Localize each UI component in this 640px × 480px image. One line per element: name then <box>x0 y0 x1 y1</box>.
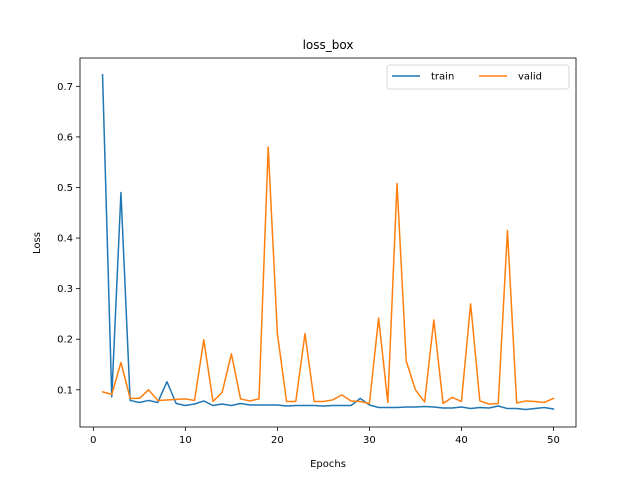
plot-area <box>101 73 555 411</box>
plot-frame <box>79 57 577 428</box>
series-line-train <box>101 73 555 411</box>
y-tick-label: 0.2 <box>57 335 73 346</box>
series-line-valid <box>101 146 555 405</box>
y-axis-label: Loss <box>32 232 43 254</box>
y-tick-label: 0.1 <box>57 385 73 396</box>
x-axis: 0 10 20 30 40 50 <box>90 427 560 446</box>
y-tick-label: 0.6 <box>57 132 73 143</box>
x-tick-label: 40 <box>455 435 468 446</box>
legend-label-valid: valid <box>518 72 542 83</box>
x-tick-label: 0 <box>90 435 96 446</box>
y-tick-label: 0.4 <box>57 234 73 245</box>
y-tick-label: 0.5 <box>57 183 73 194</box>
chart-title: loss_box <box>303 38 354 52</box>
x-tick-label: 20 <box>271 435 284 446</box>
y-tick-label: 0.7 <box>57 82 73 93</box>
legend-box <box>386 64 570 90</box>
legend: train valid <box>386 64 570 90</box>
x-tick-label: 10 <box>179 435 192 446</box>
x-tick-label: 50 <box>547 435 560 446</box>
x-tick-label: 30 <box>363 435 376 446</box>
x-axis-label: Epochs <box>310 459 346 470</box>
y-axis: 0.1 0.2 0.3 0.4 0.5 0.6 0.7 <box>57 82 80 396</box>
legend-label-train: train <box>431 72 454 83</box>
y-tick-label: 0.3 <box>57 284 73 295</box>
